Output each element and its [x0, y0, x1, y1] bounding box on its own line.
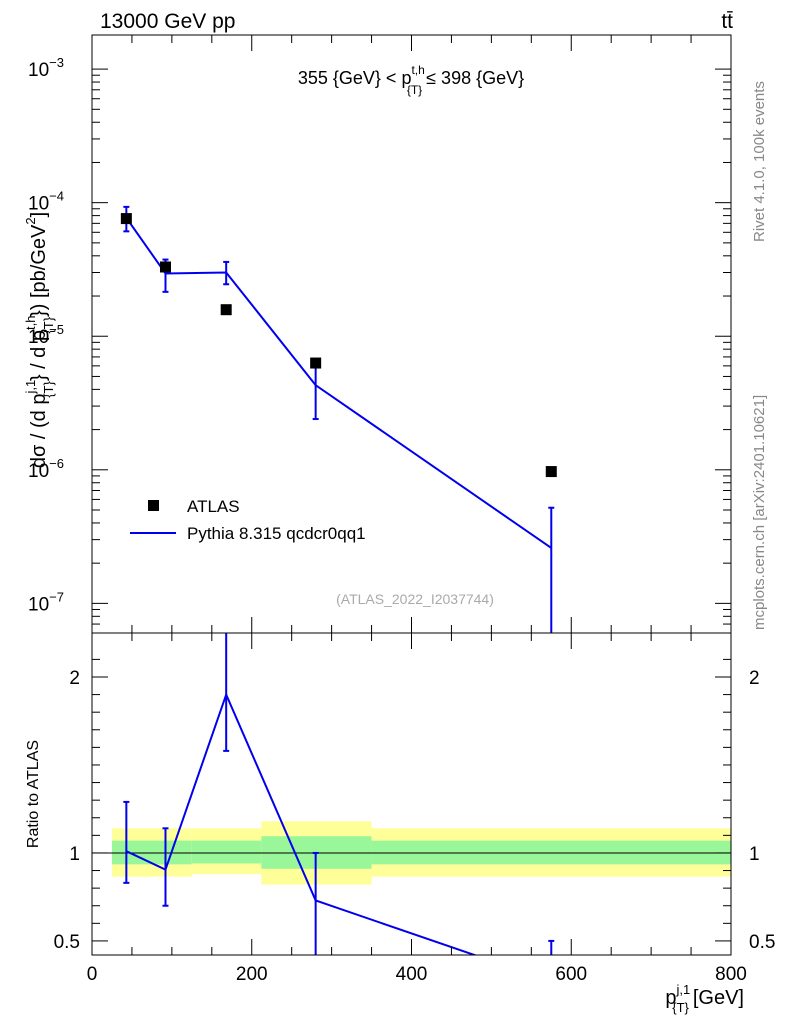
ylabel-a-sup: j,1	[23, 380, 38, 395]
ratio-frame	[91, 632, 732, 956]
ratio-ytick-label-right: 2	[749, 668, 760, 689]
ratio-ytick-label-right: 1	[749, 844, 760, 865]
ratio-xlabel: pj,1 {T} [GeV]	[665, 982, 744, 1015]
ratio-ylabel: Ratio to ATLAS	[25, 740, 42, 848]
ratio-ytick-label-left: 2	[69, 668, 80, 689]
ratio-panel: 0.5 0.5 1 1 2 2 0 200 400 600 800 Ratio to ATLAS p…	[25, 632, 776, 1015]
main-ytick-label: 10−7	[28, 589, 64, 615]
title-sub: {T}	[407, 83, 422, 97]
atlas-data-point	[220, 304, 232, 316]
atlas-data-point	[159, 261, 171, 273]
ratio-xtick-label: 0	[87, 964, 98, 985]
ylabel-a: dσ / (d p	[28, 394, 50, 469]
atlas-data-point	[310, 357, 322, 369]
atlas-data-point	[545, 466, 557, 478]
xlabel-sub: {T}	[672, 1000, 689, 1015]
ratio-ticks	[91, 633, 732, 955]
legend-atlas-label: ATLAS	[187, 497, 240, 516]
main-ytick-label: 10−3	[28, 55, 64, 81]
xlabel-sup: j,1	[676, 982, 691, 997]
main-ticks	[91, 35, 732, 633]
main-ytick-label: 10−4	[28, 189, 64, 215]
header-left: 13000 GeV pp	[100, 10, 235, 33]
main-marks	[120, 205, 557, 633]
main-frame	[91, 34, 732, 634]
legend: ATLAS Pythia 8.315 qcdcr0qq1	[130, 497, 366, 543]
ratio-xtick-label: 600	[555, 964, 587, 985]
main-ytick-labels: 10−7 10−6 10−5 10−4 10−3	[28, 55, 64, 615]
ylabel-c-sup: 2	[23, 217, 38, 224]
main-ytick-label: 10−6	[28, 456, 64, 482]
header-right: tt̄	[721, 10, 733, 33]
mcplots-label: mcplots.cern.ch [arXiv:2401.10621]	[751, 395, 768, 630]
xlabel-b: [GeV]	[693, 987, 744, 1009]
ratio-xtick-label: 200	[236, 964, 268, 985]
ylabel-b-sub: {T}	[41, 316, 56, 333]
main-ytick-label: 10−5	[28, 322, 64, 348]
ratio-ytick-label-right: 0.5	[749, 932, 775, 953]
legend-atlas-marker	[148, 500, 159, 511]
ylabel-c: }) [pb/GeV	[28, 224, 50, 317]
main-ylabel: dσ / (d pj,1 {T}} / d pt,h {T}}) [pb/GeV2]	[23, 212, 56, 468]
ylabel-d: ]	[28, 212, 50, 218]
ylabel-a-sub: {T}	[41, 381, 56, 398]
ratio-xtick-label: 800	[715, 964, 747, 985]
ylabel-b: } / d p	[28, 330, 50, 381]
ylabel-b-sup: t,h	[23, 316, 38, 330]
title-post: ≤ 398 {GeV}	[426, 68, 524, 88]
legend-pythia-label: Pythia 8.315 qcdcr0qq1	[187, 524, 366, 543]
ratio-ytick-label-left: 0.5	[54, 932, 80, 953]
title-pre: 355 {GeV} < p	[298, 68, 412, 88]
title-sup: t,h	[411, 63, 424, 77]
plot-title: 355 {GeV} < pt,h {T} ≤ 398 {GeV}	[298, 63, 524, 97]
analysis-label: (ATLAS_2022_I2037744)	[336, 591, 494, 607]
ratio-ytick-label-left: 1	[69, 844, 80, 865]
main-panel: 10−710−610−510−410−3 355 {GeV} < pt,h {T}…	[23, 34, 732, 634]
xlabel-a: p	[665, 987, 676, 1009]
ratio-tick-labels: 0.5 0.5 1 1 2 2 0 200 400 600 800	[54, 668, 776, 985]
atlas-data-point	[120, 213, 132, 225]
ratio-xtick-label: 400	[396, 964, 428, 985]
rivet-label: Rivet 4.1.0, 100k events	[751, 81, 768, 242]
stat-uncertainty-band	[191, 840, 262, 864]
ratio-marks	[123, 633, 555, 955]
